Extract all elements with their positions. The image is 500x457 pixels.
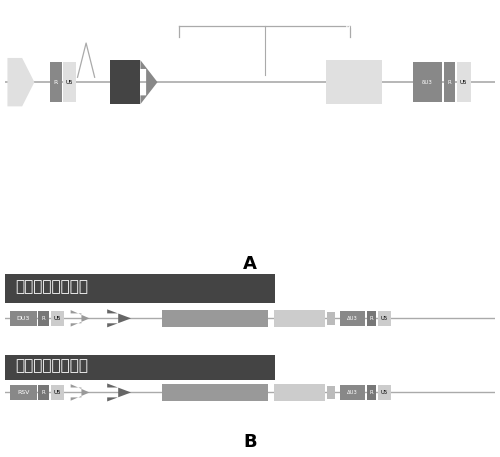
Text: RSV: RSV	[17, 390, 29, 395]
FancyArrow shape	[8, 58, 34, 106]
Text: pHR' SIN-18: pHR' SIN-18	[424, 141, 462, 146]
Text: 包装区域: 包装区域	[68, 229, 90, 238]
Text: DU3: DU3	[16, 316, 30, 321]
Text: U5: U5	[54, 316, 61, 321]
Text: wPRE: wPRE	[345, 21, 366, 30]
Text: CMV: CMV	[10, 229, 30, 238]
Text: B: B	[243, 433, 257, 451]
FancyArrow shape	[107, 383, 131, 401]
Bar	[50, 311, 64, 326]
Text: 第三代慢病毒载体: 第三代慢病毒载体	[10, 139, 53, 148]
Text: SD: SD	[82, 21, 92, 30]
Bar	[63, 62, 76, 102]
Bar	[340, 385, 365, 400]
Text: ΔU3: ΔU3	[347, 316, 358, 321]
Text: R: R	[42, 316, 45, 321]
Text: R: R	[370, 316, 374, 321]
FancyArrow shape	[70, 384, 90, 401]
Text: A: A	[243, 255, 257, 273]
Bar	[366, 385, 376, 400]
Bar	[412, 62, 442, 102]
Text: U5: U5	[54, 390, 61, 395]
Text: REV: REV	[125, 139, 140, 148]
Text: R: R	[448, 80, 452, 85]
Bar	[162, 310, 268, 327]
Text: U5: U5	[380, 390, 388, 395]
Text: 反应元件: 反应元件	[118, 161, 136, 170]
Text: RRE: RRE	[112, 21, 128, 30]
Text: 8 KB: 8 KB	[250, 6, 279, 16]
Text: cPPT: cPPT	[140, 21, 158, 30]
Text: 包装需要Tat: 包装需要Tat	[118, 339, 158, 349]
Bar	[378, 385, 390, 400]
Text: 第二代慢病毒载体: 第二代慢病毒载体	[15, 279, 88, 294]
Text: 广泛启动子: 广泛启动子	[10, 185, 37, 194]
Bar	[274, 310, 325, 327]
Bar	[38, 385, 49, 400]
Bar	[38, 311, 49, 326]
Text: 不需要Tat: 不需要Tat	[126, 410, 159, 420]
Bar	[10, 385, 37, 400]
FancyArrow shape	[140, 60, 158, 104]
Text: RSV: RSV	[10, 207, 28, 216]
Text: 第三代慢病毒载体: 第三代慢病毒载体	[15, 358, 88, 373]
Bar	[50, 62, 62, 102]
Text: R: R	[370, 390, 374, 395]
Bar	[10, 311, 37, 326]
Bar	[326, 60, 382, 104]
Bar	[378, 311, 390, 326]
Text: SIN: SIN	[463, 358, 480, 368]
Bar	[328, 386, 335, 399]
Bar	[340, 311, 365, 326]
Bar	[110, 60, 140, 104]
Bar	[274, 384, 325, 401]
FancyArrow shape	[70, 310, 90, 327]
Bar	[5, 355, 274, 380]
Text: RSV或者CMV: RSV或者CMV	[15, 424, 64, 433]
Text: U5: U5	[66, 80, 73, 85]
Bar	[457, 62, 470, 102]
Text: R: R	[42, 390, 45, 395]
Text: 转录后调控元件: 转录后调控元件	[318, 161, 356, 170]
Bar	[328, 312, 335, 325]
Text: SIN3'LTR: SIN3'LTR	[437, 21, 470, 30]
Text: U5: U5	[380, 316, 388, 321]
FancyArrow shape	[107, 309, 131, 327]
Bar	[162, 384, 268, 401]
Text: R: R	[54, 80, 58, 85]
Text: δU3: δU3	[422, 80, 433, 85]
Text: 剪接受体位点: 剪接受体位点	[120, 229, 152, 238]
Bar	[444, 62, 456, 102]
Text: ΔU3: ΔU3	[347, 390, 358, 395]
Bar	[366, 311, 376, 326]
Bar	[50, 385, 64, 400]
Text: U5: U5	[460, 80, 468, 85]
Text: 中央聚噬嘎道: 中央聚噬嘎道	[186, 161, 218, 170]
Bar	[5, 274, 274, 303]
Text: 5'LTR: 5'LTR	[12, 21, 32, 30]
Text: SIN: SIN	[463, 279, 480, 289]
Text: 广泛启动子: 广泛启动子	[15, 410, 46, 420]
Text: Ψ: Ψ	[68, 21, 74, 30]
Text: 土拨鼠肝炎病毒: 土拨鼠肝炎病毒	[318, 139, 356, 148]
